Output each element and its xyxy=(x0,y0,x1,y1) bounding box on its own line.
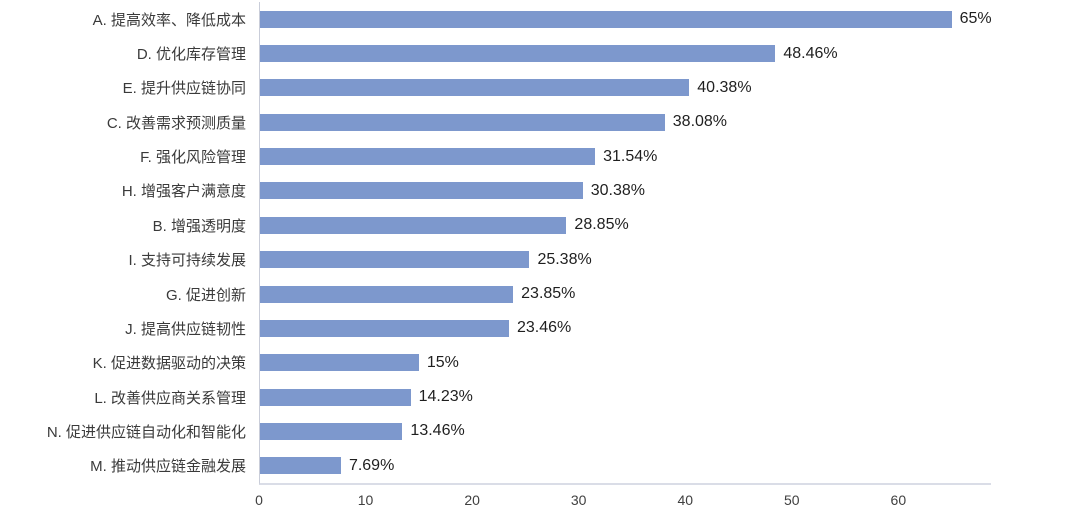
chart-row: G. 促进创新 23.85% xyxy=(0,277,990,311)
x-tick-label: 0 xyxy=(255,492,263,508)
x-tick-label: 40 xyxy=(677,492,694,508)
chart-row: J. 提高供应链韧性 23.46% xyxy=(0,311,990,345)
chart-row: F. 强化风险管理 31.54% xyxy=(0,139,990,173)
x-tick-label: 60 xyxy=(890,492,907,508)
chart-row: M. 推动供应链金融发展 7.69% xyxy=(0,449,990,483)
value-label: 23.85% xyxy=(521,285,576,303)
bar-track: 30.38% xyxy=(259,174,990,208)
chart-row: K. 促进数据驱动的决策 15% xyxy=(0,346,990,380)
x-axis: 0 10 20 30 40 50 60 xyxy=(255,492,990,514)
chart-row: E. 提升供应链协同 40.38% xyxy=(0,71,990,105)
value-label: 13.46% xyxy=(410,422,465,440)
chart-row: B. 增强透明度 28.85% xyxy=(0,208,990,242)
bar xyxy=(259,148,596,166)
chart-row: H. 增强客户满意度 30.38% xyxy=(0,174,990,208)
value-label: 30.38% xyxy=(590,181,645,199)
category-label: I. 支持可持续发展 xyxy=(128,252,246,270)
bar-track: 23.85% xyxy=(259,277,990,311)
value-label: 48.46% xyxy=(783,44,838,62)
category-label: G. 促进创新 xyxy=(165,286,246,304)
bar xyxy=(259,422,403,440)
chart-rows: A. 提高效率、降低成本 65% D. 优化库存管理 48.46% E. 提升供应链协同… xyxy=(0,2,992,483)
bar xyxy=(259,457,341,475)
x-tick-label: 10 xyxy=(357,492,374,508)
category-label: N. 促进供应链自动化和智能化 xyxy=(46,423,246,441)
bar xyxy=(259,216,567,234)
value-label: 28.85% xyxy=(574,216,629,234)
category-label: E. 提升供应链协同 xyxy=(122,80,246,98)
value-label: 65% xyxy=(959,10,992,28)
x-tick-label: 30 xyxy=(570,492,587,508)
bar-track: 38.08% xyxy=(259,105,990,139)
category-label: J. 提高供应链韧性 xyxy=(125,320,246,338)
category-label: B. 增强透明度 xyxy=(152,217,246,235)
chart-row: N. 促进供应链自动化和智能化 13.46% xyxy=(0,414,990,448)
value-label: 38.08% xyxy=(672,113,728,131)
bar-track: 65% xyxy=(259,2,992,36)
category-label: F. 强化风险管理 xyxy=(140,149,246,167)
bar xyxy=(259,182,583,200)
category-label: D. 优化库存管理 xyxy=(136,46,246,64)
category-label: C. 改善需求预测质量 xyxy=(106,114,246,132)
bar-track: 25.38% xyxy=(259,243,990,277)
bar-track: 28.85% xyxy=(259,208,990,242)
value-label: 15% xyxy=(426,353,459,371)
value-label: 23.46% xyxy=(516,319,572,337)
bar-track: 7.69% xyxy=(259,449,990,483)
bar xyxy=(259,45,776,63)
bar-track: 15% xyxy=(259,346,990,380)
category-label: K. 促进数据驱动的决策 xyxy=(92,355,246,373)
bar-track: 23.46% xyxy=(259,311,990,345)
value-label: 14.23% xyxy=(418,388,473,406)
value-label: 31.54% xyxy=(603,147,658,165)
category-label: H. 增强客户满意度 xyxy=(121,183,246,201)
category-label: L. 改善供应商关系管理 xyxy=(94,389,246,407)
x-tick-label: 20 xyxy=(464,492,480,508)
bar xyxy=(259,354,419,372)
category-label: A. 提高效率、降低成本 xyxy=(92,11,246,29)
bar-track: 14.23% xyxy=(259,380,990,414)
bar xyxy=(259,388,411,406)
bar-track: 48.46% xyxy=(259,36,990,70)
chart-row: L. 改善供应商关系管理 14.23% xyxy=(0,380,990,414)
bar xyxy=(259,79,690,97)
value-label: 40.38% xyxy=(697,78,752,96)
chart-row: I. 支持可持续发展 25.38% xyxy=(0,243,990,277)
chart-row: C. 改善需求预测质量 38.08% xyxy=(0,105,990,139)
x-tick-label: 50 xyxy=(784,492,800,508)
bar xyxy=(259,285,514,303)
chart-row: A. 提高效率、降低成本 65% xyxy=(0,2,992,36)
bar-track: 40.38% xyxy=(259,71,990,105)
bar-track: 13.46% xyxy=(259,414,990,448)
bar xyxy=(259,251,530,269)
category-label: M. 推动供应链金融发展 xyxy=(90,458,246,476)
bar xyxy=(259,113,665,131)
bar-track: 31.54% xyxy=(259,139,990,173)
value-label: 7.69% xyxy=(348,456,395,474)
value-label: 25.38% xyxy=(537,250,592,268)
bar xyxy=(259,319,509,337)
chart-row: D. 优化库存管理 48.46% xyxy=(0,36,990,70)
bar xyxy=(259,10,952,28)
